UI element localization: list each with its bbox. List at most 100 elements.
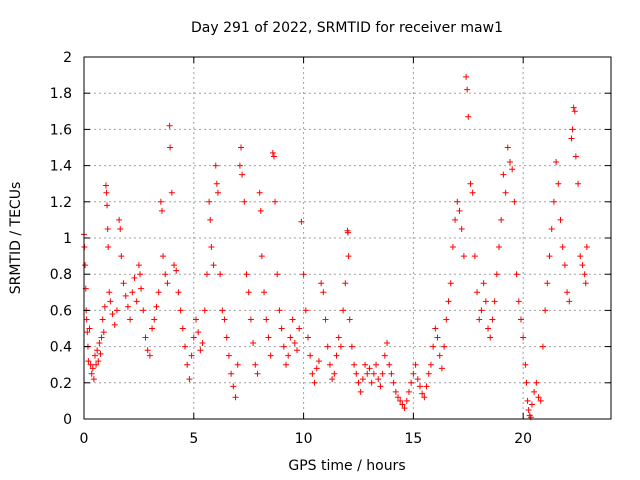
data-point (436, 352, 443, 359)
data-point (188, 352, 195, 359)
data-point (122, 292, 129, 299)
data-point (416, 383, 423, 390)
data-point (210, 262, 217, 269)
data-point (340, 307, 347, 314)
data-point (192, 316, 199, 323)
data-point (500, 171, 507, 178)
data-point (395, 394, 402, 401)
data-point (318, 280, 325, 287)
data-point (572, 153, 579, 160)
data-point (102, 182, 109, 189)
data-point (575, 180, 582, 187)
data-point (370, 370, 377, 377)
data-point (533, 379, 540, 386)
data-point (190, 334, 197, 341)
data-points (81, 73, 590, 421)
data-point (405, 388, 412, 395)
data-point (511, 198, 518, 205)
data-point (225, 352, 232, 359)
data-point (177, 307, 184, 314)
grid-lines (84, 57, 611, 419)
data-point (469, 189, 476, 196)
data-point (513, 271, 520, 278)
y-tick-label: 1.4 (50, 159, 72, 175)
y-tick-label: 1 (63, 231, 72, 247)
data-point (465, 113, 472, 120)
data-point (270, 153, 277, 160)
data-point (564, 289, 571, 296)
data-point (441, 343, 448, 350)
data-point (399, 401, 406, 408)
data-point (267, 352, 274, 359)
data-point (544, 280, 551, 287)
data-point (107, 298, 114, 305)
data-point (531, 388, 538, 395)
data-point (571, 108, 578, 115)
data-point (257, 207, 264, 214)
data-point (583, 244, 590, 251)
data-point (568, 135, 575, 142)
y-tick-label: 0.6 (50, 303, 72, 319)
data-point (517, 316, 524, 323)
data-point (236, 162, 243, 169)
data-point (120, 280, 127, 287)
data-point (230, 383, 237, 390)
data-point (309, 370, 316, 377)
x-tick-label: 20 (514, 431, 532, 447)
data-point (375, 376, 382, 383)
axis-ticks: 00.20.40.60.811.21.41.61.820 5 10 15 20 (50, 50, 611, 447)
data-point (127, 316, 134, 323)
data-point (329, 376, 336, 383)
data-point (344, 229, 351, 236)
data-point (443, 316, 450, 323)
data-point (228, 370, 235, 377)
data-point (485, 325, 492, 332)
x-axis-label: GPS time / hours (288, 458, 405, 474)
data-point (197, 347, 204, 354)
data-point (467, 180, 474, 187)
data-point (476, 316, 483, 323)
data-point (579, 262, 586, 269)
data-point (559, 244, 566, 251)
data-point (243, 271, 250, 278)
data-point (97, 350, 104, 357)
data-point (581, 271, 588, 278)
data-point (478, 307, 485, 314)
data-point (206, 198, 213, 205)
data-point (101, 303, 108, 310)
data-point (555, 180, 562, 187)
data-point (151, 316, 158, 323)
data-point (109, 311, 116, 318)
data-point (313, 365, 320, 372)
data-point (164, 280, 171, 287)
data-point (386, 361, 393, 368)
data-point (410, 370, 417, 377)
y-tick-label: 0.4 (50, 340, 72, 356)
data-point (199, 339, 206, 346)
plot-frame (83, 56, 612, 420)
data-point (168, 189, 175, 196)
data-point (566, 298, 573, 305)
data-point (302, 307, 309, 314)
data-point (146, 352, 153, 359)
data-point (131, 274, 138, 281)
data-point (166, 122, 173, 129)
data-point (265, 334, 272, 341)
data-point (403, 397, 410, 404)
data-point (456, 207, 463, 214)
data-point (408, 379, 415, 386)
data-point (296, 325, 303, 332)
data-point (311, 379, 318, 386)
data-point (106, 289, 113, 296)
data-point (496, 244, 503, 251)
data-point (304, 334, 311, 341)
data-point (118, 253, 125, 260)
data-point (96, 339, 103, 346)
data-point (458, 225, 465, 232)
data-point (263, 316, 270, 323)
data-point (542, 307, 549, 314)
data-point (522, 361, 529, 368)
data-point (158, 207, 165, 214)
data-point (401, 405, 408, 412)
